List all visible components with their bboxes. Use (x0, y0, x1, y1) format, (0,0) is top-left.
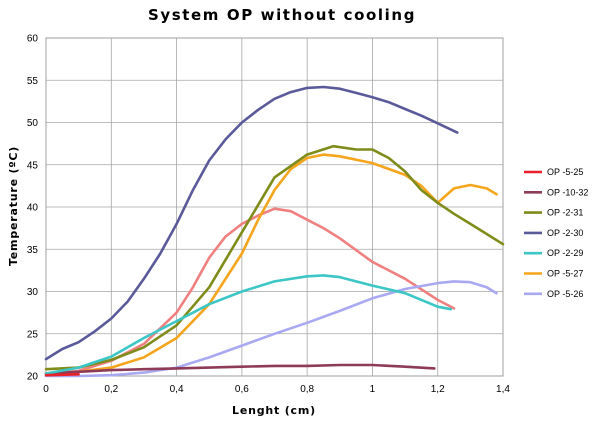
series-line-op-2-29 (44, 274, 453, 375)
x-tick-label: 1,4 (496, 384, 510, 395)
series-lines (44, 85, 505, 378)
legend-label: OP -2-29 (547, 248, 583, 258)
x-tick-label: 1 (370, 384, 376, 395)
series-line-op-10-32 (44, 363, 436, 375)
x-tick-label: 0,6 (235, 384, 249, 395)
y-tick-label: 25 (27, 329, 39, 340)
x-axis-label: Lenght (cm) (232, 404, 316, 417)
y-tick-label: 35 (27, 245, 39, 256)
x-tick-label: 0,4 (170, 384, 184, 395)
legend-label: OP -5-26 (547, 289, 583, 299)
grid (45, 37, 504, 377)
y-tick-label: 45 (27, 160, 39, 171)
y-tick-label: 50 (27, 118, 39, 129)
y-tick-label: 20 (27, 372, 39, 383)
series-line-unlabeled (44, 207, 456, 375)
legend-label: OP -10-32 (547, 187, 588, 197)
chart-title: System OP without cooling (148, 6, 416, 24)
legend-label: OP -5-25 (547, 167, 583, 177)
y-tick-label: 40 (27, 203, 39, 214)
tick-labels: 20 25 30 35 40 45 50 55 60 0 0,2 0,4 0,6 0,8 1 1,2 1,4 (27, 34, 511, 396)
x-tick-label: 1,2 (431, 384, 445, 395)
series-line-op-5-27 (44, 153, 498, 375)
legend-label: OP -2-30 (547, 228, 583, 238)
y-tick-label: 55 (27, 76, 39, 87)
series-line-op-2-30 (44, 85, 459, 361)
x-tick-label: 0,8 (300, 384, 314, 395)
legend-label: OP -2-31 (547, 208, 583, 218)
series-line-op-2-31 (44, 144, 505, 371)
x-tick-label: 0,2 (104, 384, 118, 395)
y-tick-label: 30 (27, 287, 39, 298)
y-axis-label: Temperature (ºC) (7, 146, 20, 266)
legend-label: OP -5-27 (547, 269, 583, 279)
y-tick-label: 60 (27, 34, 39, 45)
x-tick-label: 0 (43, 384, 49, 395)
legend: OP -5-25 OP -10-32 OP -2-31 OP -2-30 OP -2-2… (524, 167, 588, 299)
series-line-op-5-25 (44, 372, 80, 377)
series-line-op-5-26 (44, 280, 498, 378)
